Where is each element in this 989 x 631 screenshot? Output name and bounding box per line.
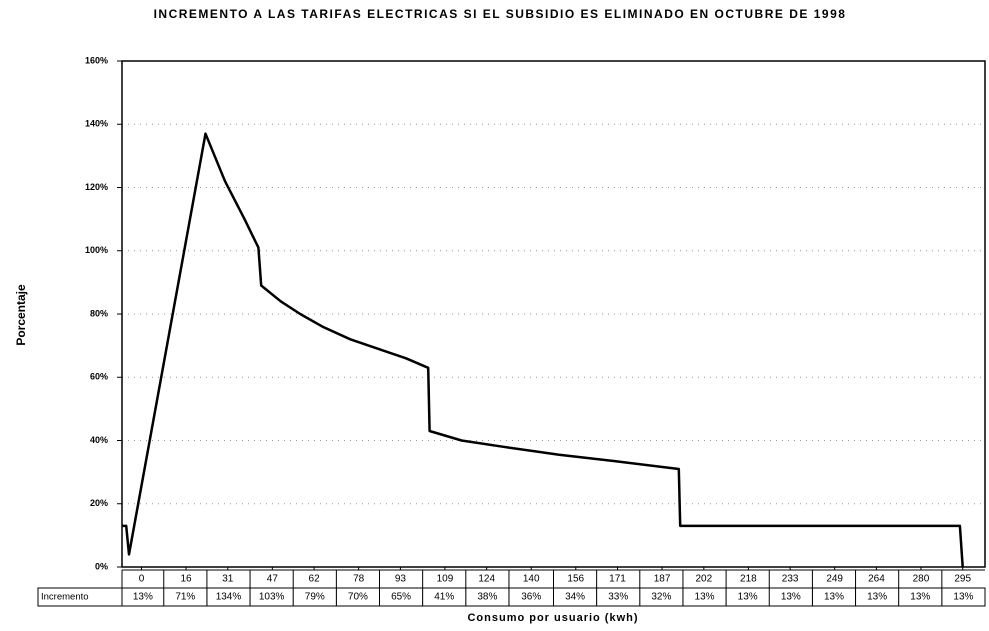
table-value: 13% (738, 592, 758, 603)
table-value: 79% (305, 592, 325, 603)
table-row-label: Incremento (41, 592, 89, 603)
x-tick-label: 124 (478, 574, 495, 585)
table-value: 34% (565, 592, 585, 603)
x-tick-label: 93 (395, 574, 407, 585)
table-value: 13% (910, 592, 930, 603)
y-tick-label: 80% (90, 308, 108, 318)
y-tick-label: 60% (90, 372, 108, 382)
x-tick-label: 264 (868, 574, 885, 585)
table-value: 71% (175, 592, 195, 603)
y-tick-label: 20% (90, 498, 108, 508)
table-value: 13% (133, 592, 153, 603)
x-tick-label: 140 (523, 574, 540, 585)
table-value: 134% (216, 592, 242, 603)
x-tick-label: 0 (139, 574, 145, 585)
x-tick-label: 16 (180, 574, 192, 585)
x-tick-label: 171 (609, 574, 626, 585)
x-tick-label: 280 (913, 574, 930, 585)
table-value: 13% (953, 592, 973, 603)
y-tick-label: 100% (85, 245, 108, 255)
table-value: 13% (695, 592, 715, 603)
x-tick-label: 202 (695, 574, 712, 585)
table-value: 13% (781, 592, 801, 603)
y-tick-label: 40% (90, 435, 108, 445)
table-value: 70% (348, 592, 368, 603)
x-tick-label: 47 (267, 574, 279, 585)
table-value: 13% (867, 592, 887, 603)
table-value: 41% (434, 592, 454, 603)
x-tick-label: 62 (309, 574, 321, 585)
table-cell (941, 587, 986, 607)
x-axis-label: Consumo por usuario (kwh) (467, 612, 638, 624)
table-value: 13% (824, 592, 844, 603)
line (122, 132, 964, 568)
table-value: 32% (651, 592, 671, 603)
x-tick-label: 295 (954, 574, 971, 585)
x-tick-label: 109 (437, 574, 454, 585)
y-tick-label: 0% (95, 561, 108, 571)
x-tick-label: 249 (826, 574, 843, 585)
y-tick-label: 120% (85, 182, 108, 192)
x-tick-label: 31 (222, 574, 234, 585)
x-tick-label: 78 (353, 574, 365, 585)
chart-title: INCREMENTO A LAS TARIFAS ELECTRICAS SI E… (153, 7, 847, 21)
table-value: 65% (391, 592, 411, 603)
plot-border (121, 60, 986, 568)
y-tick-label: 140% (85, 119, 108, 129)
x-tick-label: 218 (740, 574, 757, 585)
y-tick-label: 160% (85, 55, 108, 65)
table-value: 38% (477, 592, 497, 603)
x-tick-label: 233 (782, 574, 799, 585)
table-value: 103% (259, 592, 285, 603)
y-axis-label: Porcentaje (14, 284, 28, 346)
x-tick-label: 156 (567, 574, 584, 585)
x-tick-label: 187 (654, 574, 671, 585)
table-value: 33% (608, 592, 628, 603)
table-value: 36% (521, 592, 541, 603)
